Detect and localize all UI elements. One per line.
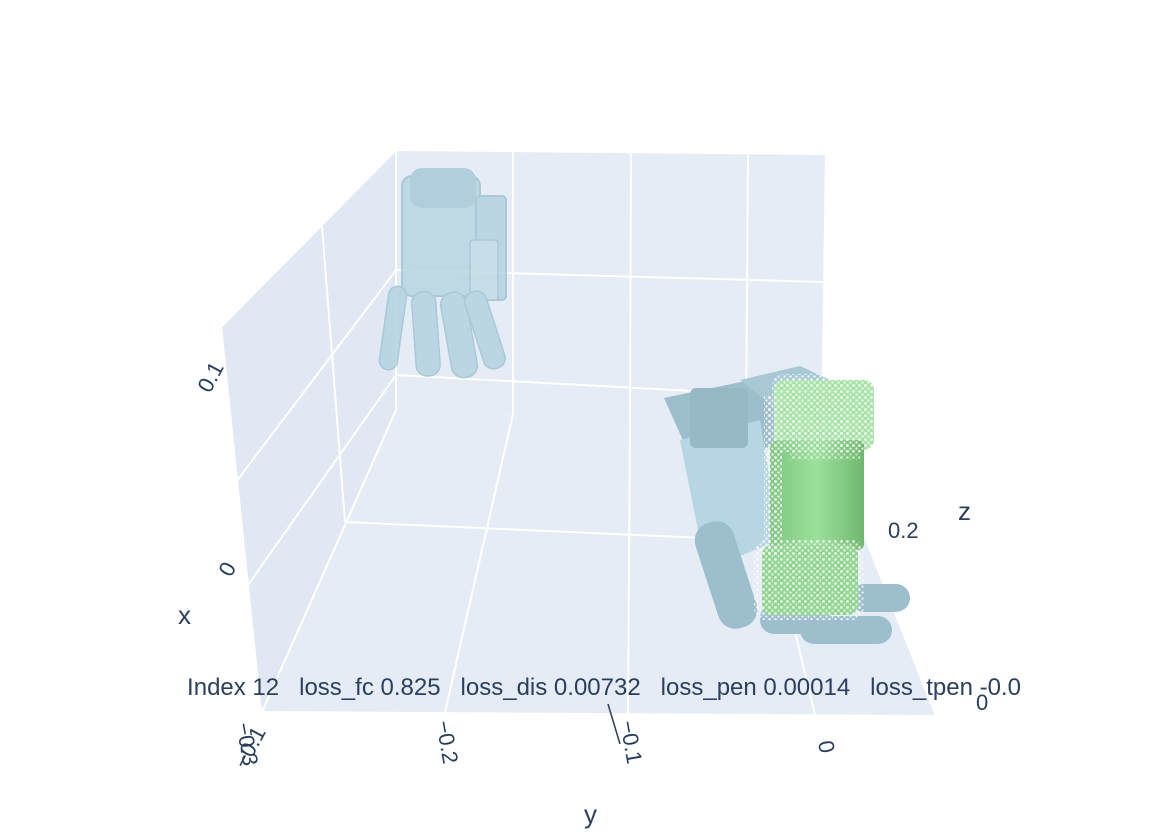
y-tick-label: 0 xyxy=(813,739,840,755)
z-tick-label: 0.2 xyxy=(888,518,919,543)
loss-annotation: Index 12 loss_fc 0.825 loss_dis 0.00732 … xyxy=(187,674,1021,701)
grid-lines xyxy=(221,149,936,717)
z-tick-label: 0 xyxy=(976,690,988,715)
x-tick-label: 0 xyxy=(213,558,241,581)
z-axis-title: z xyxy=(958,496,971,526)
object-point-cloud xyxy=(754,374,878,620)
left-wall xyxy=(222,150,396,712)
z-axis-ticks: 0.2 0 xyxy=(888,518,988,715)
y-axis-title: y xyxy=(584,799,597,829)
x-tick-label: 0.1 xyxy=(192,358,228,397)
hand-mesh-reference xyxy=(378,168,507,379)
y-tick-label: −0.2 xyxy=(431,719,463,766)
x-axis-title: x xyxy=(178,600,191,630)
